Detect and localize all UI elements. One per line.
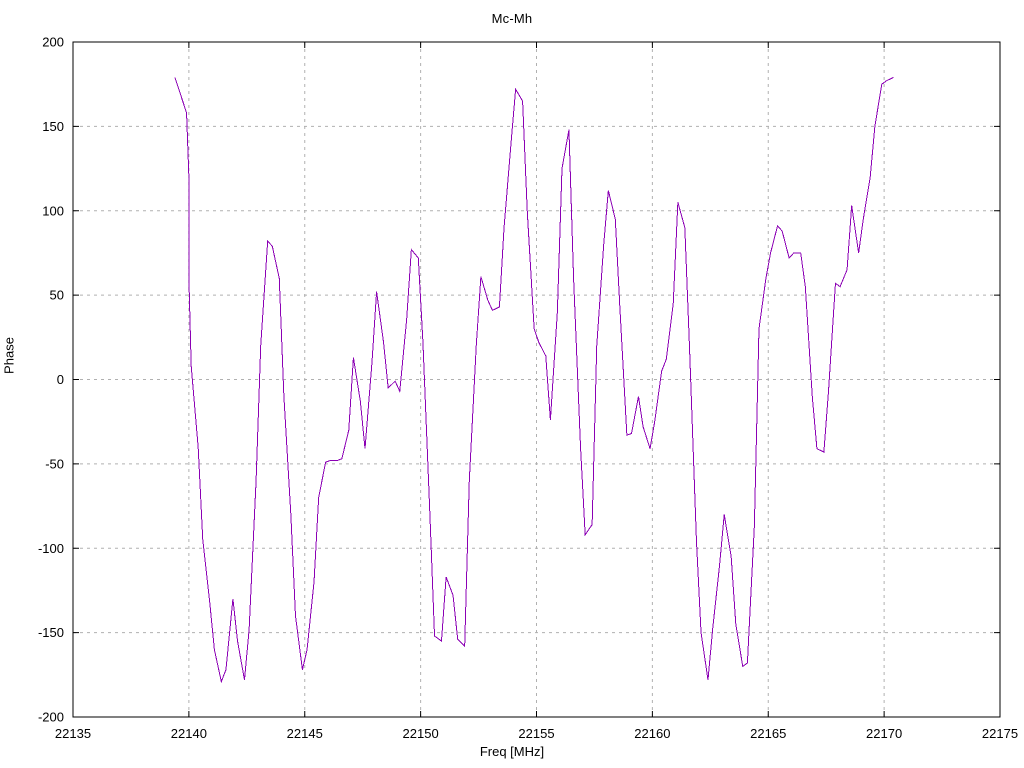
y-tick-label: 200 (42, 35, 64, 50)
data-series-layer (174, 76, 894, 684)
y-tick-label: -50 (45, 456, 64, 471)
y-tick-label: -150 (38, 625, 64, 640)
axis-ticks: -200 -150 -100 -50 0 50 100 150 200 22135 22140 221… (38, 35, 1018, 742)
x-tick-label: 22165 (750, 726, 786, 741)
x-tick-label: 22135 (55, 726, 91, 741)
data-line-Mc-Mh (174, 76, 894, 684)
chart-title: Mc-Mh (491, 11, 533, 26)
x-axis-label: Freq [MHz] (479, 744, 545, 759)
x-tick-label: 22140 (171, 726, 207, 741)
y-tick-label: 0 (57, 372, 64, 387)
y-tick-label: 100 (42, 203, 64, 218)
x-tick-label: 22175 (982, 726, 1018, 741)
x-tick-label: 22155 (518, 726, 554, 741)
y-tick-label: 50 (50, 288, 64, 303)
x-tick-label: 22160 (634, 726, 670, 741)
grid-lines (73, 42, 1000, 717)
y-tick-label: 150 (42, 119, 64, 134)
y-tick-label: -100 (38, 541, 64, 556)
x-tick-label: 22145 (287, 726, 323, 741)
y-tick-label: -200 (38, 710, 64, 725)
x-tick-label: 22170 (866, 726, 902, 741)
x-tick-label: 22150 (403, 726, 439, 741)
